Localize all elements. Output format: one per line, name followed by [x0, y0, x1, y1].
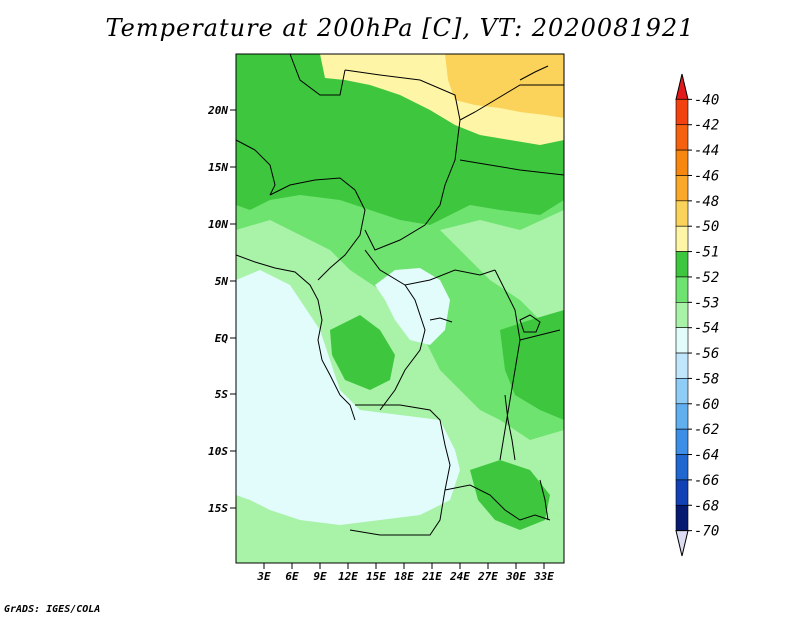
temperature-field — [236, 54, 564, 563]
colorbar-swatch — [675, 504, 689, 531]
colorbar-label: -60 — [694, 397, 719, 413]
colorbar-label: -53 — [694, 295, 719, 311]
colorbar-label: -62 — [694, 422, 719, 438]
lat-label-15s: 15S — [208, 502, 228, 515]
lat-label-15n: 15N — [208, 161, 228, 174]
colorbar-label: -58 — [694, 371, 719, 387]
border-angola — [349, 404, 451, 536]
river-congo — [429, 317, 453, 323]
country-borders — [236, 54, 564, 536]
colorbar-swatch — [675, 251, 689, 278]
colorbar-swatch — [675, 479, 689, 506]
field-region-cyan-central — [375, 268, 450, 345]
border-zambia — [444, 484, 551, 521]
colorbar-swatch — [675, 403, 689, 430]
map-frame — [235, 53, 565, 564]
border-west-sahel — [236, 139, 276, 196]
longitude-axis: 3E 6E 9E 12E 15E 18E 21E 24E 27E 30E 33E — [256, 563, 554, 583]
border-nigeria-cameroon — [269, 177, 366, 281]
colorbar-swatch — [675, 428, 689, 455]
lon-label-24e: 24E — [449, 570, 470, 583]
colorbar-label: -40 — [694, 92, 719, 108]
colorbar-swatch — [675, 378, 689, 405]
colorbar-label: -66 — [694, 473, 719, 489]
field-region-green-central — [330, 315, 395, 390]
colorbar-label: -48 — [694, 194, 719, 210]
colorbar-swatch — [675, 352, 689, 379]
grads-credit: GrADS: IGES/COLA — [4, 604, 101, 615]
latitude-axis: 20N 15N 10N 5N EQ 5S 10S 15S — [207, 104, 236, 515]
colorbar-swatch — [675, 200, 689, 227]
field-region-yellow-northeast — [445, 54, 564, 118]
lat-label-eq: EQ — [215, 332, 229, 345]
map-title: Temperature at 200hPa [C], VT: 202008192… — [105, 14, 695, 42]
border-east-africa — [494, 269, 521, 461]
lon-label-30e: 30E — [505, 570, 526, 583]
colorbar-bottom-arrow — [675, 530, 689, 557]
lat-label-20n: 20N — [207, 104, 228, 117]
lat-label-5n: 5N — [215, 275, 229, 288]
lake-victoria — [519, 314, 541, 333]
lat-label-10n: 10N — [208, 218, 228, 231]
field-region-cyan-southwest — [236, 270, 460, 525]
colorbar-label: -51 — [694, 245, 719, 261]
colorbar-swatch — [675, 175, 689, 202]
colorbar-label: -46 — [694, 168, 719, 184]
lon-label-6e: 6E — [285, 570, 299, 583]
colorbar-label: -50 — [694, 219, 719, 235]
border-mali-niger — [289, 54, 346, 96]
border-kenya-tanzania — [519, 329, 561, 341]
lon-label-27e: 27E — [477, 570, 498, 583]
lon-label-33e: 33E — [533, 570, 554, 583]
colorbar-label: -42 — [694, 118, 719, 134]
colorbar-swatch — [675, 149, 689, 176]
border-nile — [459, 159, 564, 176]
lat-label-5s: 5S — [215, 388, 229, 401]
lon-label-9e: 9E — [313, 570, 327, 583]
lon-label-21e: 21E — [421, 570, 442, 583]
lake-tanganyika — [504, 394, 516, 461]
colorbar-label: -56 — [694, 346, 719, 362]
colorbar-label: -70 — [694, 524, 719, 540]
colorbar-swatch — [675, 276, 689, 303]
colorbar-label: -68 — [694, 498, 719, 514]
border-chad — [344, 69, 461, 251]
border-car — [364, 249, 496, 286]
colorbar-swatch — [675, 99, 689, 126]
border-drc-north — [379, 284, 426, 411]
lon-label-12e: 12E — [338, 570, 358, 583]
field-region-green-east — [500, 310, 564, 420]
colorbar-swatch — [675, 454, 689, 481]
border-sudan — [459, 84, 564, 121]
colorbar-label: -44 — [694, 143, 719, 159]
colorbar-swatch — [675, 225, 689, 252]
colorbar-swatch — [675, 124, 689, 151]
field-region-green-south — [470, 460, 550, 530]
lat-label-10s: 10S — [208, 445, 228, 458]
lon-label-3e: 3E — [256, 570, 271, 583]
colorbar-swatch — [675, 302, 689, 328]
colorbar-label: -52 — [694, 270, 719, 286]
colorbar-label: -54 — [694, 321, 719, 337]
colorbar: -40 -42 -44 -46 -48 -50 -51 -52 -53 -54 -56 -58 -60 -… — [675, 73, 719, 557]
lon-label-18e: 18E — [394, 570, 414, 583]
field-region-light-green-east — [440, 210, 564, 330]
coastline-west-africa — [236, 254, 356, 421]
colorbar-swatch — [675, 327, 689, 354]
red-sea-coast — [519, 65, 549, 81]
lon-label-15e: 15E — [366, 570, 386, 583]
colorbar-top-arrow — [675, 73, 689, 100]
lake-malawi — [539, 479, 549, 521]
colorbar-label: -64 — [694, 448, 719, 464]
